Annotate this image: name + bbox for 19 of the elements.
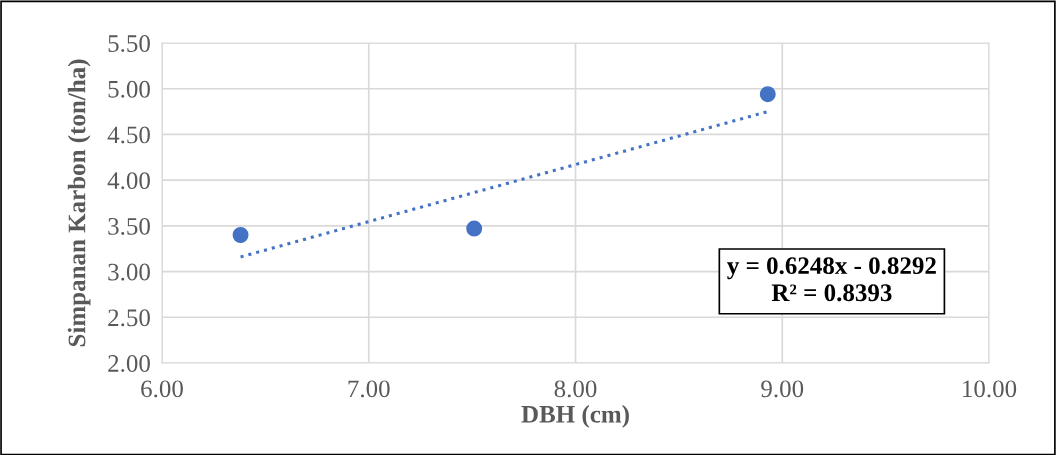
y-tick-label: 4.50 — [107, 126, 150, 144]
y-tick-label: 5.50 — [108, 35, 150, 53]
x-tick-label: 7.00 — [348, 380, 390, 398]
y-tick-label: 4.00 — [107, 172, 150, 190]
y-axis-title: Simpanan Karbon (ton/ha) — [67, 59, 91, 347]
annotation: y = 0.6248x - 0.8292 R² = 0.8393 — [727, 257, 936, 302]
x-axis-title: DBH (cm) — [521, 405, 629, 428]
point — [232, 227, 249, 243]
y-tick-label: 3.50 — [108, 217, 150, 235]
x-tick-label: 8.00 — [554, 380, 597, 398]
y-tick-label: 2.00 — [108, 355, 150, 373]
x-tick-label: 10.00 — [963, 380, 1017, 398]
point — [466, 220, 483, 237]
y-tick-label: 3.00 — [108, 263, 150, 281]
y-tick-label: 2.50 — [108, 309, 150, 327]
x-tick-label: 6.00 — [141, 380, 183, 398]
y-tick-label: 5.00 — [108, 80, 150, 98]
x-tick-label: 9.00 — [761, 380, 804, 398]
point — [759, 86, 776, 103]
